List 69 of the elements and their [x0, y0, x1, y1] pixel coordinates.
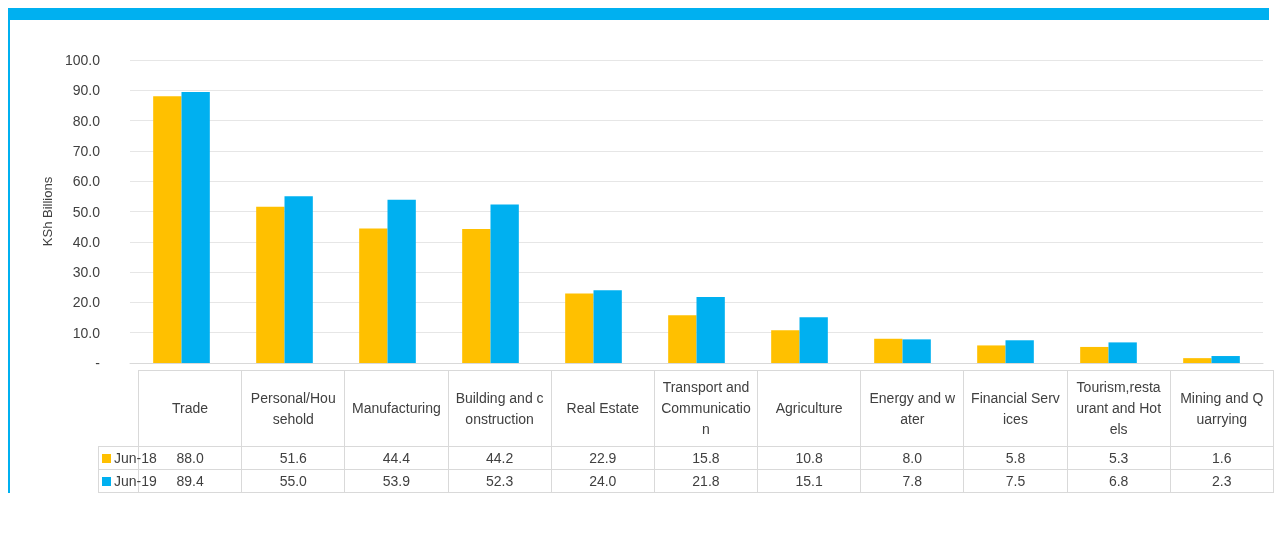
data-label: 8.0 [860, 446, 964, 470]
y-tick-label: 100.0 [64, 52, 101, 68]
x-tick-label: Agriculture [757, 370, 861, 447]
bar [1183, 358, 1212, 363]
data-label: 7.5 [963, 469, 1068, 493]
data-label: 44.4 [344, 446, 449, 470]
data-label: 88.0 [176, 449, 204, 466]
data-label: 89.4 [176, 472, 204, 489]
x-tick-label: Building and construction [448, 370, 552, 447]
y-tick-label: 70.0 [72, 142, 101, 159]
y-tick-label: 10.0 [72, 324, 101, 341]
y-tick-label: 60.0 [72, 173, 101, 190]
bar [1108, 342, 1137, 363]
x-tick-label: Trade [138, 370, 242, 447]
bar [874, 338, 903, 363]
data-label: 6.8 [1067, 469, 1171, 493]
bar [771, 330, 800, 363]
bar [668, 315, 697, 363]
data-label: 22.9 [551, 446, 655, 470]
data-label: 21.8 [654, 469, 758, 493]
x-tick-label: Manufacturing [344, 370, 449, 447]
data-label: 10.8 [757, 446, 861, 470]
bar [462, 229, 491, 363]
x-tick-label: Real Estate [551, 370, 655, 447]
x-tick-label: Financial Services [963, 370, 1068, 447]
data-label: 2.3 [1170, 469, 1274, 493]
data-label: 15.1 [757, 469, 861, 493]
x-tick-label: Personal/Household [241, 370, 345, 447]
legend-label: Jun-19 [113, 471, 157, 491]
bar [565, 293, 594, 363]
bar [977, 345, 1006, 363]
x-tick-label: Tourism,restaurant and Hotels [1067, 370, 1171, 447]
data-label: 5.8 [963, 446, 1068, 470]
data-label: 55.0 [241, 469, 345, 493]
y-tick-label: - [95, 355, 101, 371]
y-tick-label: 20.0 [72, 294, 101, 311]
bar [181, 92, 210, 363]
bar [153, 96, 182, 363]
bar [593, 290, 622, 363]
y-axis-title: KSh Billions [40, 176, 56, 247]
y-tick-label: 50.0 [72, 203, 101, 220]
data-label: 1.6 [1170, 446, 1274, 470]
x-tick-label: Mining and Quarrying [1170, 370, 1274, 447]
data-label: 7.8 [860, 469, 964, 493]
data-label: 52.3 [448, 469, 552, 493]
bar [799, 317, 828, 363]
bar [490, 204, 519, 363]
y-tick-label: 30.0 [72, 264, 101, 281]
bar [387, 199, 416, 363]
x-tick-label: Energy and water [860, 370, 964, 447]
bar [359, 228, 388, 363]
y-tick-label: 90.0 [72, 82, 101, 99]
data-label: 5.3 [1067, 446, 1171, 470]
bar [284, 196, 313, 363]
data-label: 15.8 [654, 446, 758, 470]
y-tick-label: 80.0 [72, 112, 101, 129]
bar [1080, 346, 1109, 363]
bar [1211, 356, 1240, 363]
data-label: 24.0 [551, 469, 655, 493]
data-label: 51.6 [241, 446, 345, 470]
legend-label: Jun-18 [113, 448, 157, 468]
bar [902, 339, 931, 363]
bar [696, 296, 725, 363]
bar [256, 206, 285, 363]
y-tick-label: 40.0 [72, 233, 101, 250]
bar [1005, 340, 1034, 363]
data-label: 53.9 [344, 469, 449, 493]
data-label: 44.2 [448, 446, 552, 470]
x-tick-label: Transport and Communication [654, 370, 758, 447]
